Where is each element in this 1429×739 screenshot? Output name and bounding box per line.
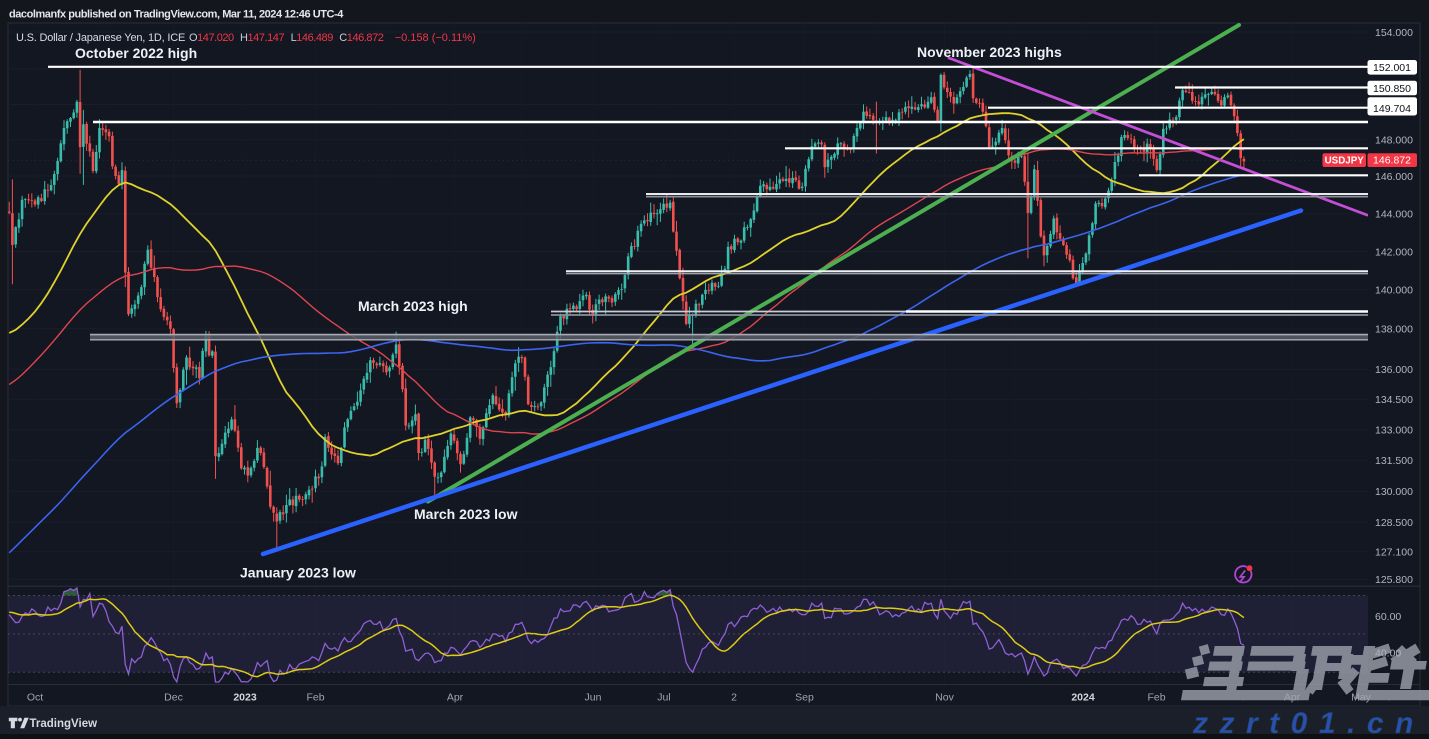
svg-text:Sep: Sep: [795, 692, 814, 704]
svg-text:2: 2: [731, 692, 737, 704]
svg-text:142.000: 142.000: [1375, 246, 1413, 258]
svg-text:H147.147: H147.147: [240, 32, 284, 44]
svg-text:dacolmanfx published on Tradin: dacolmanfx published on TradingView.com,…: [9, 9, 344, 21]
svg-text:125.800: 125.800: [1375, 574, 1413, 586]
svg-text:154.000: 154.000: [1375, 27, 1413, 39]
svg-text:152.001: 152.001: [1373, 62, 1411, 74]
svg-text:150.850: 150.850: [1373, 83, 1411, 95]
svg-text:May: May: [1351, 692, 1372, 704]
svg-text:Dec: Dec: [164, 692, 183, 704]
svg-text:U.S. Dollar / Japanese Yen, 1D: U.S. Dollar / Japanese Yen, 1D, ICE: [16, 32, 185, 44]
svg-text:O147.020: O147.020: [189, 32, 234, 44]
svg-text:131.500: 131.500: [1375, 455, 1413, 467]
svg-text:March 2023 low: March 2023 low: [414, 506, 518, 522]
svg-text:133.000: 133.000: [1375, 425, 1413, 437]
svg-text:Jun: Jun: [585, 692, 602, 704]
svg-text:134.500: 134.500: [1375, 394, 1413, 406]
svg-text:Nov: Nov: [935, 692, 954, 704]
svg-text:Apr: Apr: [447, 692, 464, 704]
svg-text:October 2022 high: October 2022 high: [75, 45, 197, 61]
svg-text:138.000: 138.000: [1375, 323, 1413, 335]
svg-text:Feb: Feb: [1147, 692, 1165, 704]
svg-text:−0.158 (−0.11%): −0.158 (−0.11%): [395, 32, 476, 44]
svg-text:128.500: 128.500: [1375, 517, 1413, 529]
svg-text:C146.872: C146.872: [339, 32, 383, 44]
svg-text:149.704: 149.704: [1373, 103, 1411, 115]
svg-text:Feb: Feb: [306, 692, 324, 704]
svg-text:2023: 2023: [233, 692, 257, 704]
svg-text:L146.489: L146.489: [291, 32, 334, 44]
svg-text:140.000: 140.000: [1375, 285, 1413, 297]
svg-text:November 2023 highs: November 2023 highs: [917, 44, 1062, 60]
svg-text:2024: 2024: [1071, 692, 1095, 704]
svg-text:zzrt01.cn: zzrt01.cn: [1192, 707, 1425, 739]
svg-text:136.000: 136.000: [1375, 364, 1413, 376]
svg-text:Jul: Jul: [657, 692, 670, 704]
svg-text:January 2023 low: January 2023 low: [240, 565, 356, 581]
svg-text:146.000: 146.000: [1375, 171, 1413, 183]
svg-text:130.000: 130.000: [1375, 486, 1413, 498]
svg-text:146.872: 146.872: [1373, 155, 1411, 167]
svg-text:USDJPY: USDJPY: [1325, 155, 1365, 166]
svg-text:144.000: 144.000: [1375, 209, 1413, 221]
svg-text:Apr: Apr: [1284, 692, 1301, 704]
svg-text:TradingView: TradingView: [30, 718, 98, 730]
svg-text:127.100: 127.100: [1375, 546, 1413, 558]
svg-text:60.00: 60.00: [1375, 611, 1401, 623]
svg-text:Oct: Oct: [27, 692, 43, 704]
svg-text:40.00: 40.00: [1375, 648, 1401, 660]
svg-text:148.000: 148.000: [1375, 135, 1413, 147]
svg-text:March 2023 high: March 2023 high: [358, 298, 468, 314]
